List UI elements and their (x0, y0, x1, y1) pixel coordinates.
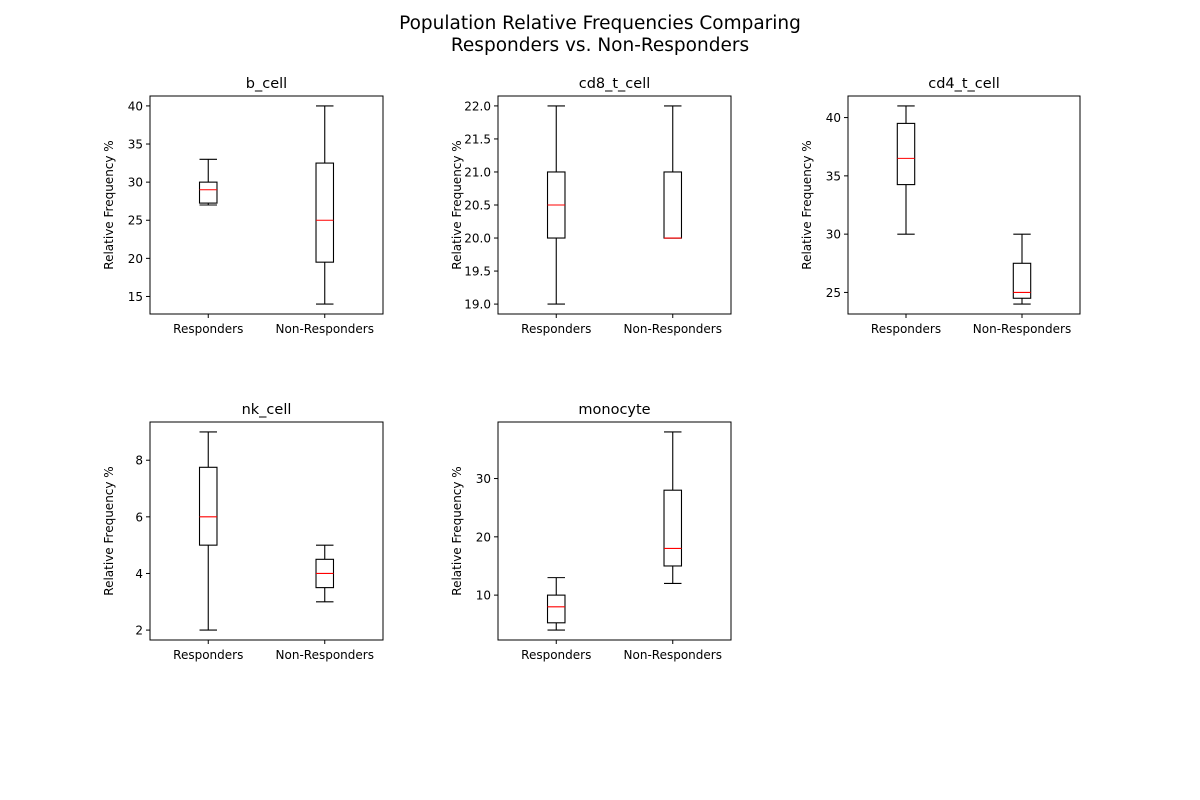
y-tick-label: 20.5 (464, 199, 491, 213)
y-tick-label: 6 (135, 510, 143, 524)
y-tick-label: 25 (128, 214, 143, 228)
box-non-responders (663, 105, 683, 239)
x-tick-label: Responders (521, 322, 591, 336)
y-tick-label: 20.0 (464, 232, 491, 246)
y-tick-label: 30 (128, 176, 143, 190)
subplot-cd8-t-cell: cd8_t_cell Relative Frequency % 19.0 19.5 20… (450, 76, 732, 336)
y-tick-label: 8 (135, 454, 143, 468)
y-tick-label: 40 (128, 99, 143, 113)
box-iqr (663, 489, 683, 567)
subplot-nk-cell: nk_cell Relative Frequency % 2 4 6 8 Responder… (102, 402, 384, 662)
box-responders (546, 105, 566, 305)
y-tick-label: 2 (135, 624, 143, 638)
y-axis-label: Relative Frequency % (102, 466, 116, 595)
y-tick-label: 21.5 (464, 132, 491, 146)
x-tick-label: Non-Responders (624, 648, 722, 662)
box-iqr (663, 171, 683, 239)
box-iqr (198, 466, 218, 546)
y-tick-label: 19.0 (464, 298, 491, 312)
y-tick-label: 15 (128, 290, 143, 304)
y-axis-label: Relative Frequency % (450, 140, 464, 269)
subplot-cd4-t-cell: cd4_t_cell Relative Frequency % 25 30 35 40 Re… (800, 76, 1081, 336)
axes-frame (497, 95, 732, 315)
y-tick-label: 4 (135, 567, 143, 581)
box-non-responders (663, 431, 683, 585)
y-tick-label: 35 (826, 169, 841, 183)
box-responders (198, 431, 218, 631)
box-non-responders (315, 544, 335, 603)
axes-frame (847, 95, 1081, 315)
y-axis-label: Relative Frequency % (800, 140, 814, 269)
subplot-b-cell: b_cell Relative Frequency % 15 20 25 30 35 40 Re… (102, 76, 384, 336)
x-tick-label: Responders (173, 648, 243, 662)
y-tick-label: 10 (476, 589, 491, 603)
x-tick-label: Non-Responders (624, 322, 722, 336)
box-iqr (546, 594, 566, 624)
y-tick-label: 22.0 (464, 99, 491, 113)
box-iqr (315, 162, 335, 263)
box-non-responders (315, 105, 335, 305)
subplot-title: cd8_t_cell (579, 76, 651, 92)
box-responders (546, 577, 566, 631)
box-non-responders (1012, 233, 1032, 305)
box-responders (896, 105, 916, 235)
y-tick-label: 25 (826, 286, 841, 300)
box-iqr (1012, 262, 1032, 299)
x-tick-label: Responders (521, 648, 591, 662)
x-tick-label: Responders (173, 322, 243, 336)
y-tick-label: 30 (476, 472, 491, 486)
y-axis-label: Relative Frequency % (450, 466, 464, 595)
axes-frame (149, 95, 384, 315)
x-tick-label: Responders (871, 322, 941, 336)
subplot-title: monocyte (578, 402, 650, 418)
subplot-title: b_cell (246, 76, 287, 92)
figure-title-line-2: Responders vs. Non-Responders (450, 35, 750, 56)
y-tick-label: 40 (826, 111, 841, 125)
subplot-title: cd4_t_cell (928, 76, 1000, 92)
subplot-title: nk_cell (242, 402, 292, 418)
y-tick-label: 30 (826, 228, 841, 242)
y-axis-label: Relative Frequency % (102, 140, 116, 269)
figure-title: Population Relative Frequencies Comparin… (0, 13, 1200, 57)
y-tick-label: 21.0 (464, 165, 491, 179)
axes-frame (149, 421, 384, 641)
x-tick-label: Non-Responders (973, 322, 1071, 336)
figure-title-line-1: Population Relative Frequencies Comparin… (399, 13, 801, 34)
box-iqr (198, 181, 218, 204)
axes-frame (497, 421, 732, 641)
y-tick-label: 19.5 (464, 265, 491, 279)
y-tick-label: 20 (128, 252, 143, 266)
subplot-monocyte: monocyte Relative Frequency % 10 20 30 Respon… (450, 402, 732, 662)
x-tick-label: Non-Responders (276, 322, 374, 336)
box-responders (198, 158, 218, 206)
y-tick-label: 20 (476, 530, 491, 544)
box-iqr (896, 122, 916, 186)
x-tick-label: Non-Responders (276, 648, 374, 662)
y-tick-label: 35 (128, 138, 143, 152)
